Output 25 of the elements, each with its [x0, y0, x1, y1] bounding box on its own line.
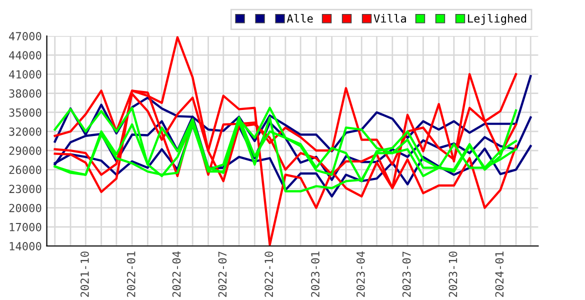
x-tick-label: 2021-10 [80, 252, 89, 297]
y-tick-label: 20000 [9, 204, 42, 212]
y-tick-label: 38000 [9, 89, 42, 98]
y-tick-label: 35000 [9, 108, 42, 117]
x-tick-label: 2023-01 [311, 252, 320, 297]
y-tick-label: 29000 [9, 146, 42, 155]
legend-label: Villa [374, 14, 406, 23]
x-tick-label: 2022-04 [172, 251, 181, 297]
x-tick-label: 2022-10 [264, 252, 274, 297]
y-tick-label: 14000 [10, 242, 42, 250]
y-tick-label: 32000 [9, 127, 42, 136]
y-tick-label: 41000 [9, 70, 42, 79]
x-tick-label: 2022-07 [218, 252, 227, 297]
y-tick-label: 17000 [10, 222, 42, 232]
y-tick-label: 26000 [9, 166, 42, 174]
x-tick-label: 2024-01 [495, 252, 504, 297]
legend-label: Lejlighed [468, 14, 526, 25]
x-tick-label: 2023-07 [402, 252, 411, 297]
y-tick-label: 47000 [9, 32, 42, 40]
y-tick-label: 23000 [9, 184, 42, 194]
y-tick-label: 44000 [9, 51, 42, 60]
legend-label: Alle [286, 14, 313, 23]
x-tick-label: 2022-01 [126, 252, 136, 297]
x-tick-label: 2023-10 [448, 252, 458, 297]
x-tick-label: 2023-04 [356, 251, 365, 297]
